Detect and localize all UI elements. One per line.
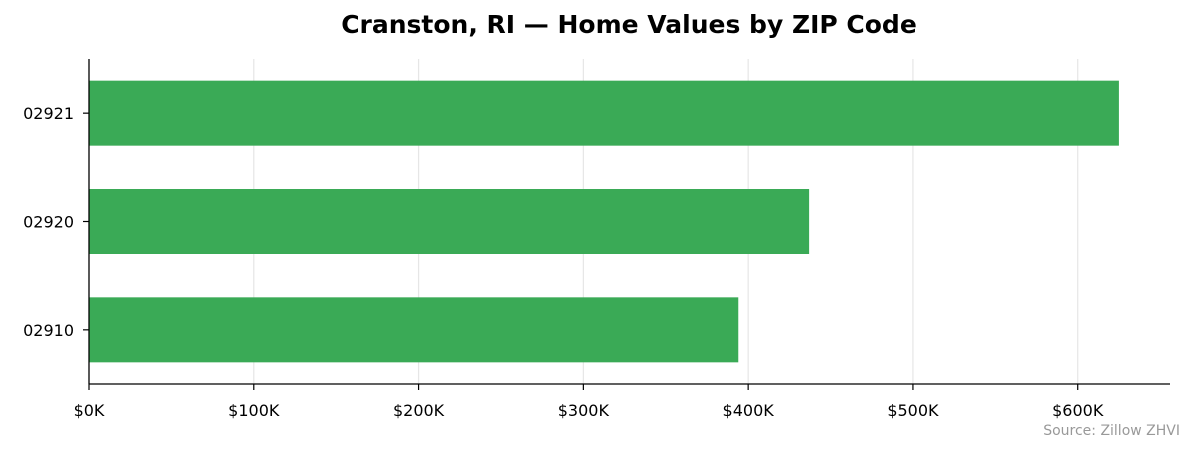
y-tick-label: 02921 <box>23 104 74 123</box>
y-axis-ticks: 02921 02920 02910 <box>23 104 89 340</box>
x-tick-label: $600K <box>1052 401 1104 420</box>
x-tick-label: $500K <box>887 401 939 420</box>
x-tick-label: $100K <box>228 401 280 420</box>
x-tick-label: $400K <box>723 401 775 420</box>
x-axis-ticks: $0K $100K $200K $300K $400K $500K $600K <box>74 384 1104 420</box>
chart-title: Cranston, RI — Home Values by ZIP Code <box>341 10 917 39</box>
source-note: Source: Zillow ZHVI <box>1043 423 1180 439</box>
x-tick-label: $0K <box>74 401 105 420</box>
y-tick-label: 02920 <box>23 213 74 232</box>
bar-02921 <box>89 80 1119 146</box>
x-tick-label: $200K <box>393 401 445 420</box>
bar-02920 <box>89 189 810 254</box>
y-tick-label: 02910 <box>23 321 74 340</box>
bars <box>89 80 1119 363</box>
x-tick-label: $300K <box>558 401 610 420</box>
bar-02910 <box>89 297 739 363</box>
